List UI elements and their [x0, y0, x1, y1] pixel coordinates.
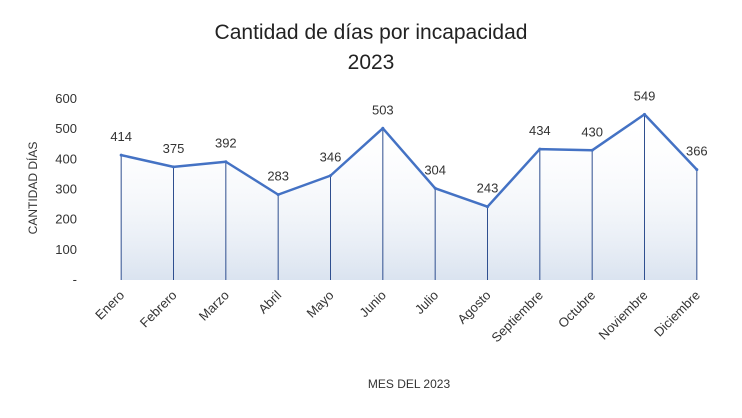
y-axis-ticks: - 100 200 300 400 500 600 — [55, 91, 77, 287]
x-axis-categories: Enero Febrero Marzo Abril Mayo Junio Julio Agos… — [92, 287, 703, 345]
x-category-label: Mayo — [304, 288, 337, 321]
data-point-marzo — [224, 160, 228, 164]
x-category-label: Noviembre — [596, 288, 651, 343]
x-category-label: Julio — [412, 288, 442, 318]
data-label: 392 — [215, 136, 237, 151]
data-point-agosto — [486, 205, 489, 209]
x-category-label: Junio — [356, 288, 389, 321]
series-line-layer — [119, 112, 699, 209]
data-label: 243 — [477, 181, 499, 196]
data-label: 430 — [581, 124, 603, 139]
x-category-label: Febrero — [137, 288, 180, 331]
data-labels: 414 375 392 283 346 503 304 243 434 430 549 366 — [110, 88, 707, 195]
y-tick-label: 200 — [55, 212, 77, 227]
data-point-enero — [119, 153, 123, 157]
x-category-label: Marzo — [196, 288, 232, 324]
x-category-label: Abril — [255, 287, 284, 316]
data-label: 434 — [529, 123, 551, 138]
data-point-febrero — [172, 165, 175, 169]
x-category-label: Septiembre — [488, 288, 546, 346]
data-label: 283 — [267, 169, 289, 184]
y-tick-label: 100 — [55, 242, 77, 257]
data-label: 549 — [634, 88, 656, 103]
series-line — [120, 113, 698, 208]
data-label: 366 — [686, 144, 708, 159]
data-label: 346 — [320, 150, 342, 165]
y-axis-title: CANTIDAD DÍAS — [25, 142, 40, 235]
data-point-mayo — [329, 174, 332, 178]
series-area — [121, 114, 697, 280]
chart-subtitle: 2023 — [348, 51, 395, 74]
data-label: 503 — [372, 102, 394, 117]
data-point-octubre — [590, 148, 594, 152]
data-label: 304 — [424, 162, 446, 177]
x-category-label: Diciembre — [651, 288, 703, 340]
data-point-abril — [276, 193, 280, 197]
data-point-noviembre — [643, 112, 646, 116]
data-label: 375 — [163, 141, 185, 156]
data-point-junio — [381, 126, 385, 130]
y-tick-label: 600 — [55, 91, 77, 106]
drop-lines — [120, 114, 698, 280]
y-tick-label: - — [73, 272, 77, 287]
data-label: 414 — [110, 129, 132, 144]
data-point-septiembre — [538, 147, 542, 151]
x-category-label: Enero — [92, 288, 127, 323]
x-category-label: Agosto — [454, 288, 493, 327]
x-axis-title: MES DEL 2023 — [368, 377, 451, 391]
y-tick-label: 300 — [55, 182, 77, 197]
data-point-julio — [433, 186, 437, 190]
area-layer — [121, 114, 697, 280]
x-category-label: Octubre — [555, 288, 598, 331]
y-tick-label: 500 — [55, 121, 77, 136]
y-tick-label: 400 — [55, 151, 77, 166]
data-point-diciembre — [695, 168, 699, 172]
chart-title: Cantidad de días por incapacidad — [215, 21, 528, 44]
